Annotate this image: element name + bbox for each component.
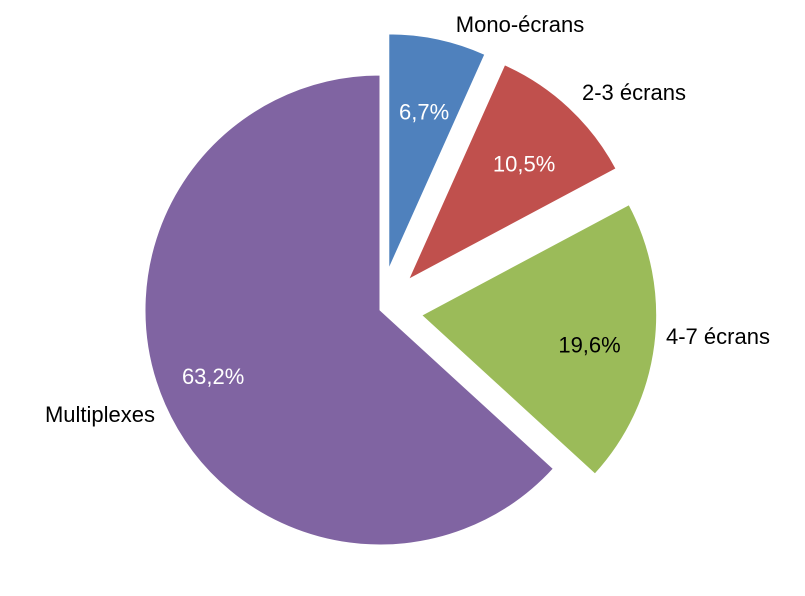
category-label: Multiplexes xyxy=(45,402,155,427)
value-label: 10,5% xyxy=(493,151,555,176)
category-label: 2-3 écrans xyxy=(582,80,686,105)
value-label: 19,6% xyxy=(558,332,620,357)
pie-slice xyxy=(388,33,486,270)
category-label: 4-7 écrans xyxy=(666,324,770,349)
pie-slice xyxy=(144,74,555,546)
pie-slice xyxy=(420,203,658,475)
category-label: Mono-écrans xyxy=(456,12,584,37)
pie-slice xyxy=(407,64,617,281)
value-label: 63,2% xyxy=(182,364,244,389)
value-label: 6,7% xyxy=(399,99,449,124)
